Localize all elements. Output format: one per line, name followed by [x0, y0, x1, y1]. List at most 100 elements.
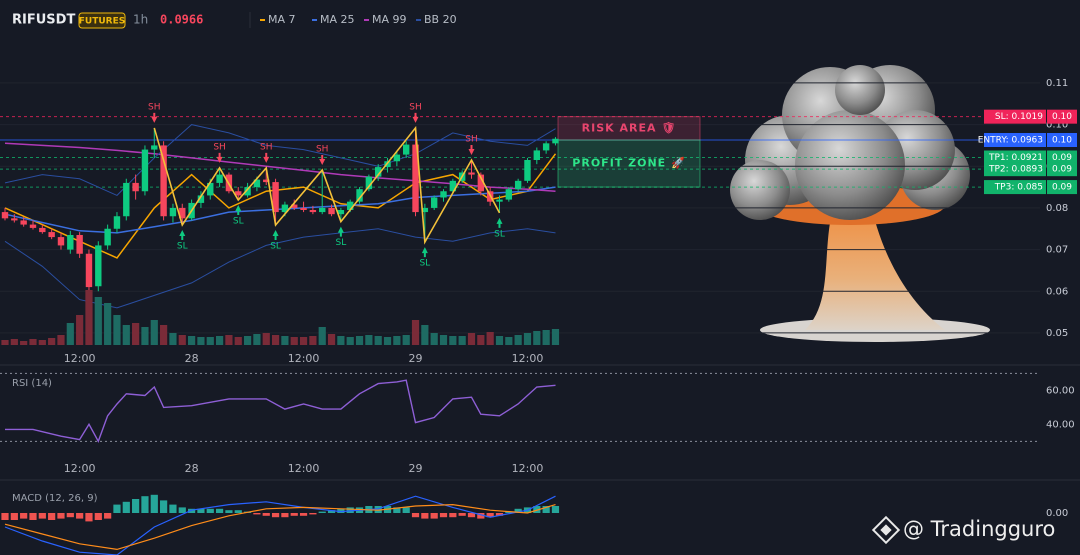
bar	[132, 323, 140, 345]
bar	[29, 513, 37, 520]
bar	[430, 333, 438, 345]
level-axis-tag	[1047, 150, 1077, 165]
bar	[495, 336, 504, 345]
bar	[206, 508, 214, 513]
bar	[402, 507, 410, 513]
candle-body	[300, 207, 307, 210]
bar	[309, 513, 317, 515]
swing-label: SH	[213, 142, 225, 152]
bar	[495, 513, 504, 516]
bar	[318, 327, 326, 345]
y-tick-label: 0.11	[1046, 78, 1068, 89]
level-tag	[984, 180, 1046, 195]
x-tick-label: 29	[409, 462, 423, 475]
bar	[411, 513, 420, 518]
bar	[48, 513, 56, 520]
bar	[57, 513, 65, 519]
candle-body	[76, 235, 83, 254]
bar	[262, 333, 270, 345]
bar	[150, 494, 158, 513]
bar	[439, 513, 448, 518]
level-axis-label: 0.10	[1052, 112, 1072, 122]
bar	[290, 337, 298, 345]
last-price: 0.0966	[160, 13, 203, 27]
bar	[421, 513, 429, 519]
candle-body	[552, 138, 559, 144]
y-tick-label: 0.06	[1046, 286, 1068, 297]
bar	[141, 327, 149, 345]
rsi-line	[5, 379, 556, 443]
macd-line	[4, 495, 556, 555]
zone-label: PROFIT ZONE 🚀	[572, 157, 685, 170]
candle-body	[375, 167, 382, 177]
bar	[38, 513, 46, 519]
bar	[523, 333, 532, 345]
bar	[542, 506, 550, 513]
bar	[234, 510, 242, 513]
swing-label: SL	[494, 229, 505, 239]
bar	[393, 336, 401, 345]
bar	[271, 335, 280, 345]
candle-body	[235, 191, 242, 196]
candle-body	[524, 160, 531, 181]
zone-label: RISK AREA 🛡	[582, 121, 677, 134]
bar	[467, 333, 476, 345]
bar	[533, 331, 541, 345]
candle-body	[11, 218, 18, 221]
bar	[122, 501, 130, 513]
x-tick-label: 12:00	[512, 352, 544, 365]
zigzag	[153, 125, 501, 245]
bar	[262, 513, 270, 516]
candle-body	[430, 197, 438, 208]
bar	[355, 336, 364, 345]
bar	[215, 508, 224, 513]
swing-arrow	[263, 152, 270, 163]
bar	[383, 337, 392, 345]
level-tag-label: TP2: 0.0893	[988, 165, 1043, 175]
candle-body	[123, 182, 130, 217]
bar	[57, 335, 65, 345]
bar	[169, 333, 177, 345]
candle-body	[533, 150, 541, 160]
candle-body	[402, 144, 410, 155]
candle-body	[347, 201, 354, 210]
legend-label: MA 7	[268, 13, 296, 26]
candle-body	[272, 182, 279, 213]
bar	[20, 341, 28, 345]
watermark-text: @ Tradingguro	[903, 517, 1055, 541]
bar	[551, 506, 560, 513]
swing-label: SH	[260, 142, 272, 152]
bar	[253, 334, 261, 345]
bar	[66, 323, 74, 345]
candle-body	[319, 207, 326, 213]
bar	[551, 329, 560, 345]
candle-body	[169, 207, 177, 217]
bar	[225, 510, 233, 513]
candle-body	[179, 207, 186, 219]
bar	[402, 335, 410, 345]
level-tag	[984, 109, 1046, 124]
candle-body	[29, 224, 37, 228]
bar	[66, 513, 74, 518]
bar	[253, 513, 261, 515]
level-tag-label: ENTRY: 0.0963	[978, 136, 1043, 146]
candle-body	[449, 180, 457, 192]
bar	[290, 513, 298, 516]
x-tick-label: 12:00	[64, 352, 96, 365]
level-axis-label: 0.10	[1052, 136, 1072, 146]
candle-body	[309, 210, 317, 213]
bar	[122, 325, 130, 345]
zone	[557, 139, 701, 188]
candle-body	[356, 189, 363, 202]
bar	[346, 337, 354, 345]
bar	[113, 504, 121, 513]
candle-body	[412, 144, 419, 213]
candle-body	[393, 154, 401, 162]
bar	[38, 340, 46, 345]
bar	[104, 513, 112, 519]
candle-body	[113, 216, 121, 229]
y-tick-label: 0.05	[1046, 328, 1068, 339]
bar	[197, 508, 205, 513]
candle-body	[48, 232, 55, 238]
